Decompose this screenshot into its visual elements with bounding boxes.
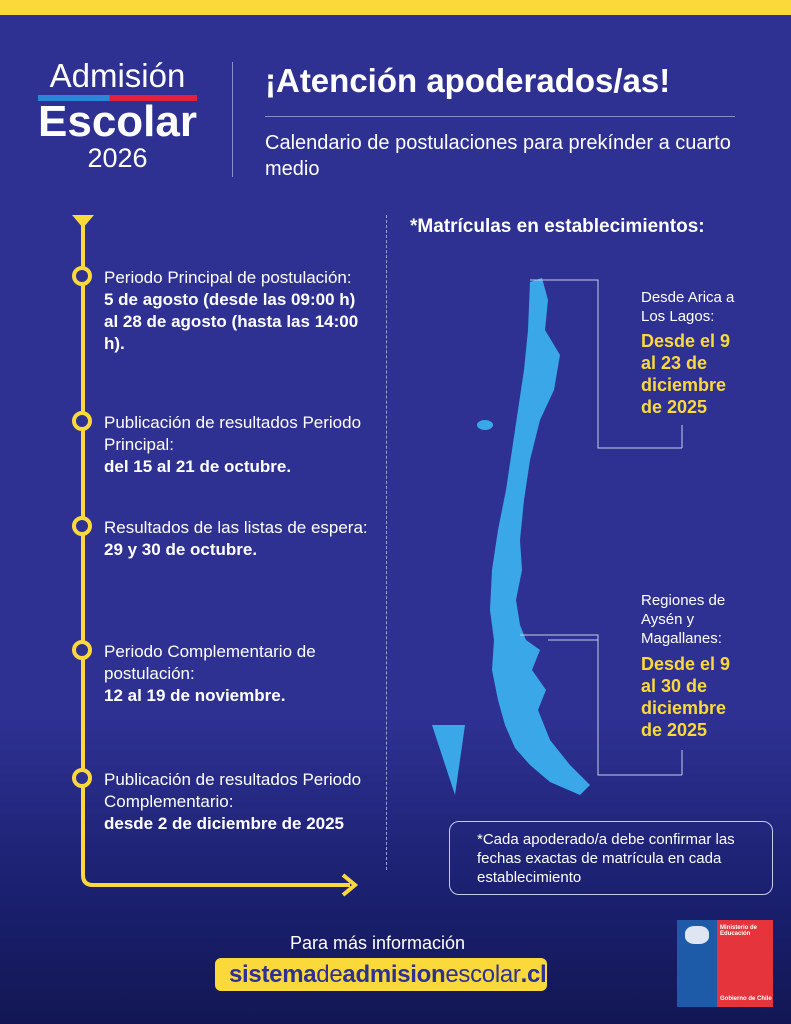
- arrow-right-icon: [341, 873, 359, 897]
- timeline-dot: [72, 411, 92, 431]
- south-dates: Desde el 9 al 30 de diciembre de 2025: [641, 654, 731, 740]
- timeline-step: Publicación de resultados Periodo Comple…: [104, 770, 362, 833]
- north-regions: Desde Arica a Los Lagos:: [641, 289, 735, 325]
- divider: [265, 116, 735, 117]
- south-regions: Regiones de Aysén y Magallanes:: [641, 592, 726, 647]
- timeline-step: Periodo Principal de postulación: 5 de ag…: [104, 268, 359, 353]
- top-bar: [0, 0, 791, 15]
- coat-of-arms-icon: [677, 920, 717, 1007]
- north-dates: Desde el 9 al 23 de diciembre de 2025: [641, 331, 731, 417]
- logo-year: 2026: [87, 143, 148, 173]
- dashed-divider: [386, 215, 387, 870]
- timeline-line: [72, 215, 359, 897]
- timeline-dot: [72, 266, 92, 286]
- flag-bar: [38, 95, 197, 101]
- timeline-dot: [72, 516, 92, 536]
- mineduc-logo: Ministerio de Educación Gobierno de Chile: [677, 920, 773, 1007]
- timeline-step: Periodo Complementario de postulación: 12…: [104, 642, 316, 705]
- divider: [232, 62, 233, 177]
- enrollment-note: *Cada apoderado/a debe confirmar las fec…: [449, 821, 773, 895]
- timeline-dot: [72, 768, 92, 788]
- page-subtitle: Calendario de postulaciones para prekínd…: [265, 132, 731, 180]
- logo-line2: Escolar: [38, 97, 197, 146]
- chile-map: [432, 278, 683, 795]
- government-name: Gobierno de Chile: [720, 996, 772, 1002]
- timeline-step: Resultados de las listas de espera: 29 y …: [104, 518, 368, 559]
- ministry-name: Ministerio de Educación: [720, 925, 758, 937]
- logo-line1: Admisión: [49, 57, 186, 94]
- page-title: ¡Atención apoderados/as!: [265, 62, 671, 99]
- more-info-label: Para más información: [290, 933, 466, 953]
- enrollment-title: *Matrículas en establecimientos:: [410, 216, 705, 237]
- website-link[interactable]: sistemadeadmisionescolar.cl: [215, 958, 547, 991]
- admision-escolar-logo: Admisión Escolar 2026: [30, 58, 205, 173]
- timeline-step: Publicación de resultados Periodo Princi…: [104, 413, 362, 476]
- timeline-dot: [72, 640, 92, 660]
